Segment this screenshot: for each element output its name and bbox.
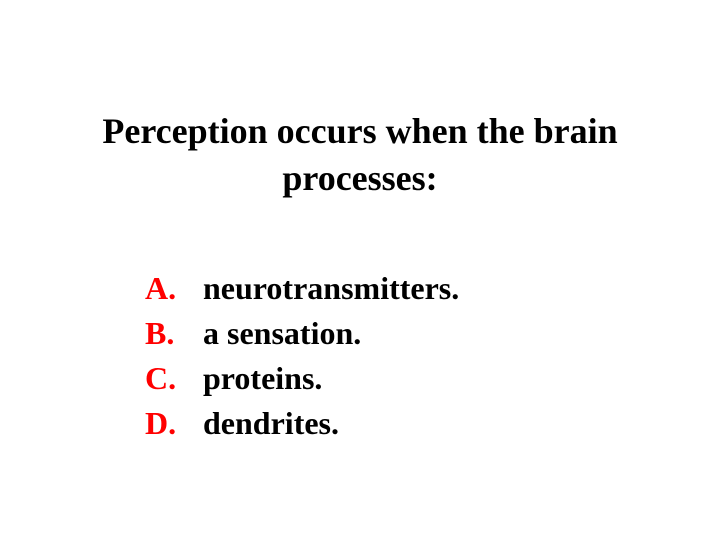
option-letter-a: A. [145,270,203,307]
option-b: B. a sensation. [145,315,459,352]
option-text-a: neurotransmitters. [203,270,459,307]
option-text-b: a sensation. [203,315,361,352]
option-letter-b: B. [145,315,203,352]
option-d: D. dendrites. [145,405,459,442]
option-text-c: proteins. [203,360,322,397]
option-text-d: dendrites. [203,405,339,442]
options-list: A. neurotransmitters. B. a sensation. C.… [145,270,459,450]
question-text: Perception occurs when the brain process… [60,108,660,202]
option-letter-c: C. [145,360,203,397]
option-letter-d: D. [145,405,203,442]
option-c: C. proteins. [145,360,459,397]
option-a: A. neurotransmitters. [145,270,459,307]
